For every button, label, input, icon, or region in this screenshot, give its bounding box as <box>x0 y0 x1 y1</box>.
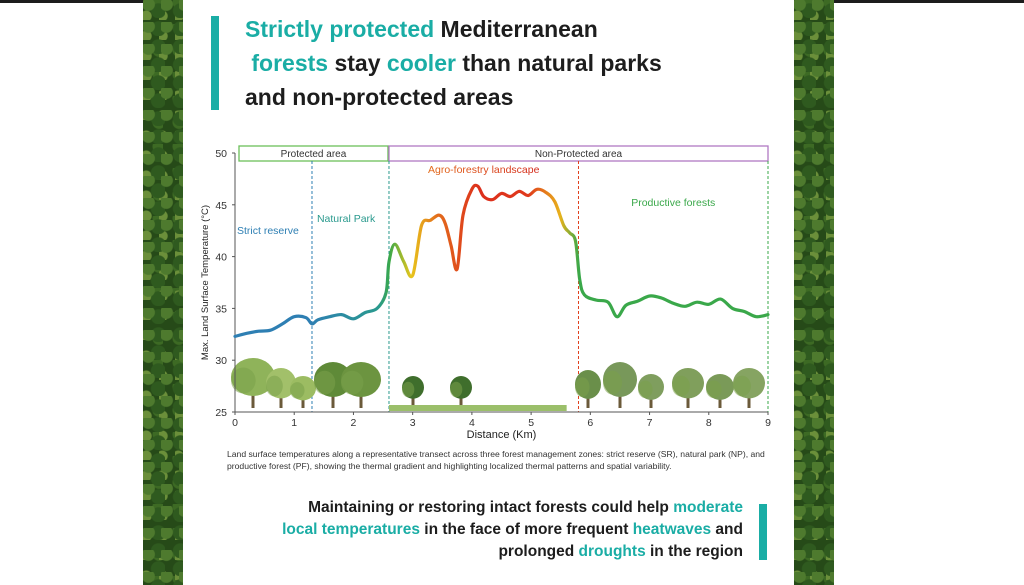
conclusion-part-4: in the face of more frequent <box>419 521 633 538</box>
conclusion-part-1: Maintaining or restoring intact forests … <box>308 499 674 516</box>
title-line-3: and non-protected areas <box>245 84 514 110</box>
tree-illustration-12 <box>733 368 765 408</box>
grass-strip <box>388 405 567 411</box>
title-accent-bar <box>211 16 219 110</box>
conclusion-text: Maintaining or restoring intact forests … <box>203 497 743 563</box>
title-part-4: stay <box>328 50 387 76</box>
y-axis-title: Max. Land Surface Temperature (°C) <box>200 205 211 360</box>
chart-caption: Land surface temperatures along a repres… <box>227 449 765 471</box>
y-tick-label-1: 30 <box>215 355 227 367</box>
x-tick-label-2: 2 <box>351 417 357 429</box>
conclusion-part-2: moderate <box>673 499 743 516</box>
infographic-card: Strictly protected Mediterranean forests… <box>183 0 794 585</box>
tree-illustration-4 <box>341 362 381 408</box>
tree-illustration-8 <box>603 362 637 408</box>
tree-illustration-7 <box>575 370 601 408</box>
tree-illustration-6 <box>450 376 472 406</box>
forest-background-right <box>794 0 834 585</box>
tree-illustration-9 <box>638 374 664 408</box>
y-tick-label-2: 35 <box>215 303 227 315</box>
conclusion-accent-bar <box>759 504 767 560</box>
title-part-1: Strictly protected <box>245 16 435 42</box>
title-part-2: Mediterranean <box>434 16 598 42</box>
tree-illustration-2 <box>290 376 316 408</box>
tree-illustration-5 <box>402 376 424 406</box>
x-tick-label-1: 1 <box>291 417 297 429</box>
zone-label-2: Agro-forestry landscape <box>428 164 540 176</box>
y-tick-label-5: 50 <box>215 148 227 160</box>
y-tick-label-3: 40 <box>215 252 227 264</box>
conclusion-part-3: local temperatures <box>282 521 420 538</box>
conclusion-part-7: prolonged <box>498 543 579 560</box>
title-part-6: than natural parks <box>455 50 662 76</box>
infographic-title: Strictly protected Mediterranean forests… <box>245 12 785 114</box>
conclusion-part-8: droughts <box>578 543 646 560</box>
tree-illustration-11 <box>706 374 734 408</box>
temperature-line <box>233 183 770 338</box>
x-tick-label-8: 8 <box>706 417 712 429</box>
tree-illustration-1 <box>266 368 296 408</box>
zone-label-1: Natural Park <box>317 213 376 225</box>
x-tick-label-3: 3 <box>410 417 416 429</box>
region-box-0 <box>238 145 389 162</box>
conclusion-part-5: heatwaves <box>632 521 712 538</box>
title-part-3: forests <box>251 50 329 76</box>
x-tick-label-0: 0 <box>232 417 238 429</box>
x-tick-label-4: 4 <box>469 417 475 429</box>
temperature-transect-chart: Protected area Non-Protected area Strict r… <box>200 145 771 441</box>
tree-illustration-10 <box>672 368 704 408</box>
y-tick-label-4: 45 <box>215 200 227 212</box>
x-tick-label-9: 9 <box>765 417 771 429</box>
conclusion-part-6: and <box>711 521 743 538</box>
x-tick-label-6: 6 <box>587 417 593 429</box>
conclusion-part-9: in the region <box>645 543 743 560</box>
region-label-1: Non-Protected area <box>535 149 623 160</box>
x-tick-label-7: 7 <box>647 417 653 429</box>
zone-label-3: Productive forests <box>631 197 715 209</box>
region-label-0: Protected area <box>281 149 347 160</box>
x-tick-label-5: 5 <box>528 417 534 429</box>
tree-illustration-0 <box>231 358 275 408</box>
zone-label-0: Strict reserve <box>237 225 299 237</box>
y-tick-label-0: 25 <box>215 407 227 419</box>
x-axis-title: Distance (Km) <box>467 429 537 441</box>
title-part-5: cooler <box>386 50 456 76</box>
forest-background-left <box>143 0 183 585</box>
